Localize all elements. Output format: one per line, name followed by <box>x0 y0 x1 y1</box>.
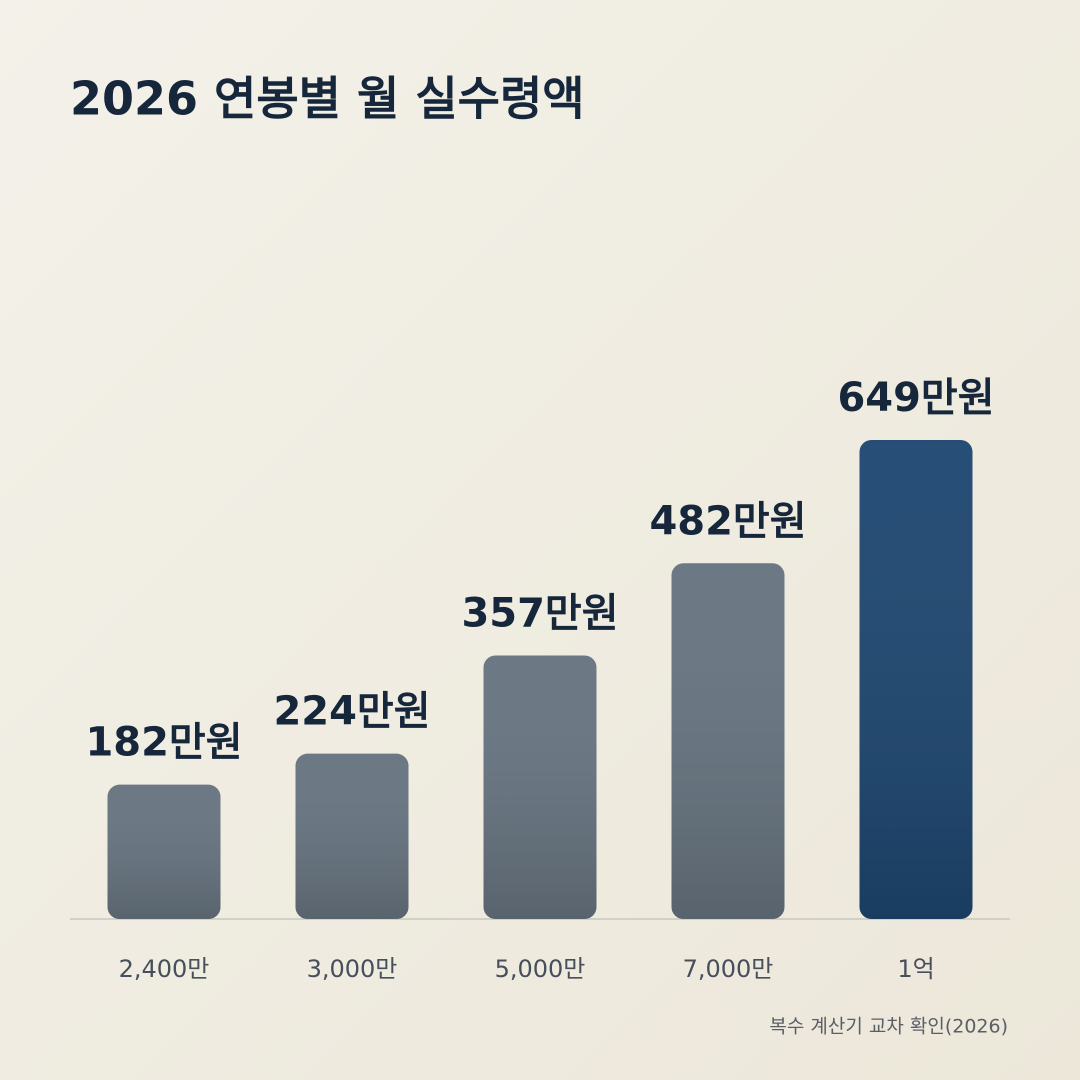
x-tick-label: 2,400만 <box>119 955 210 983</box>
bar-shade <box>295 753 409 919</box>
x-tick-label: 5,000만 <box>495 955 586 983</box>
x-tick-label: 1억 <box>897 955 934 983</box>
bar-shade <box>859 440 973 919</box>
value-label: 182만원 <box>85 720 242 766</box>
bar-shade <box>107 784 221 919</box>
bar-shade <box>483 655 597 919</box>
value-label: 357만원 <box>461 591 618 637</box>
bar-shade <box>671 563 785 919</box>
x-tick-label: 7,000만 <box>683 955 774 983</box>
value-label: 649만원 <box>837 375 994 421</box>
value-label: 482만원 <box>649 498 806 544</box>
footnote: 복수 계산기 교차 확인(2026) <box>769 1016 1008 1038</box>
x-tick-label: 3,000만 <box>307 955 398 983</box>
chart-title: 2026 연봉별 월 실수령액 <box>70 72 585 126</box>
value-label: 224만원 <box>273 689 430 735</box>
